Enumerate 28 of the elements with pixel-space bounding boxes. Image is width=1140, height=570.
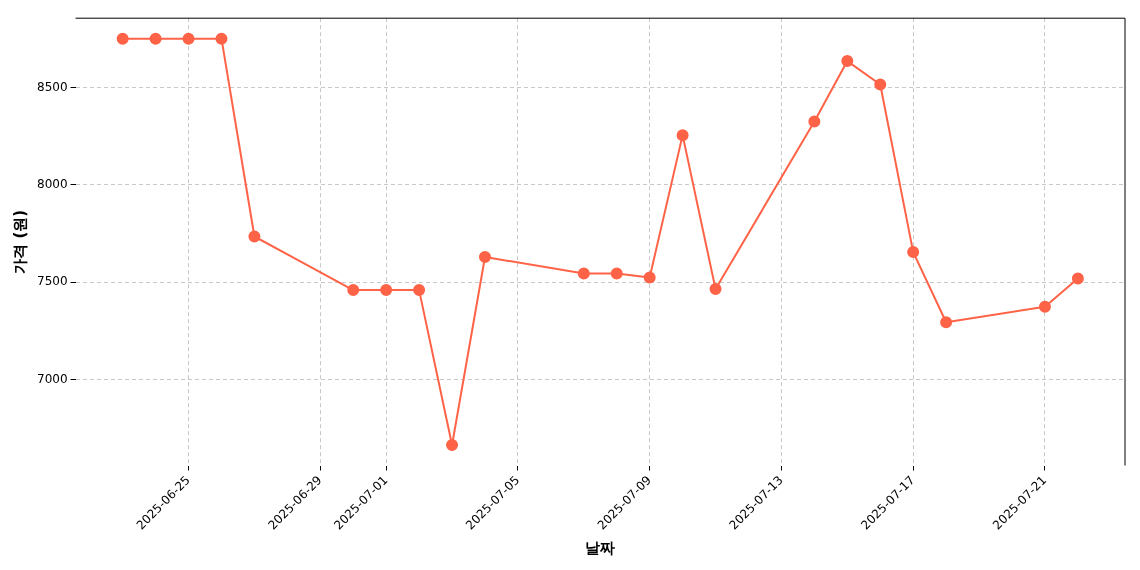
y-tick-label: 8500 (36, 79, 68, 94)
point (643, 271, 656, 284)
point (1071, 272, 1084, 285)
point (478, 250, 491, 263)
y-axis-title: 가격 (원) (10, 209, 29, 274)
point (248, 230, 261, 243)
y-tick-label: 7000 (36, 371, 68, 386)
x-axis-title: 날짜 (585, 538, 616, 557)
point (907, 246, 920, 259)
point (413, 284, 426, 297)
point (116, 32, 129, 45)
point (347, 284, 360, 297)
point (874, 78, 887, 91)
point (380, 284, 393, 297)
point (841, 55, 854, 68)
point (940, 316, 953, 329)
point (676, 129, 689, 142)
point (1038, 300, 1051, 313)
point (446, 439, 459, 452)
point (808, 115, 821, 128)
point (215, 32, 228, 45)
point (709, 283, 722, 296)
point (610, 267, 623, 280)
point (149, 32, 162, 45)
y-tick-label: 7500 (36, 274, 68, 289)
point (577, 267, 590, 280)
y-tick-label: 8000 (36, 176, 68, 191)
point (182, 32, 195, 45)
